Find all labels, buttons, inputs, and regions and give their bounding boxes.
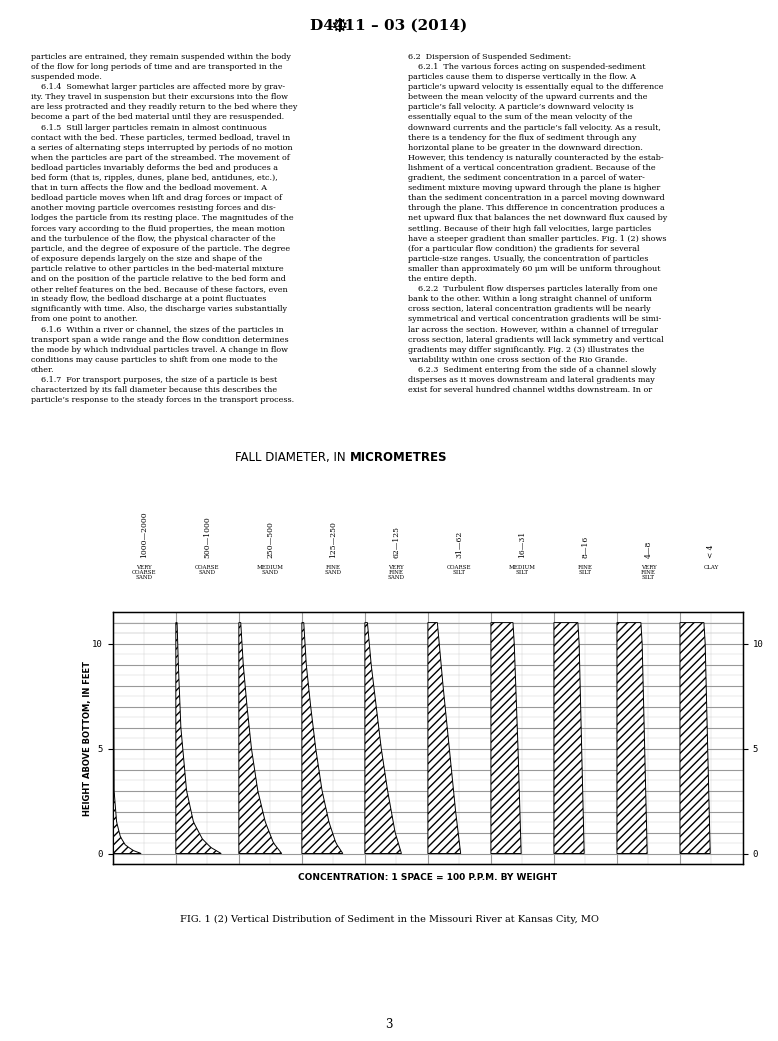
Text: 62—125: 62—125 (392, 526, 401, 558)
Text: VERY
COARSE
SAND: VERY COARSE SAND (132, 564, 156, 581)
Text: HEIGHT ABOVE BOTTOM, IN FEET: HEIGHT ABOVE BOTTOM, IN FEET (83, 661, 92, 815)
Text: VERY
FINE
SILT: VERY FINE SILT (640, 564, 657, 581)
Text: CONCENTRATION: 1 SPACE = 100 P.P.M. BY WEIGHT: CONCENTRATION: 1 SPACE = 100 P.P.M. BY W… (298, 872, 558, 882)
Polygon shape (365, 623, 401, 854)
Polygon shape (617, 623, 647, 854)
Text: COARSE
SAND: COARSE SAND (195, 564, 219, 575)
Text: ⚙: ⚙ (330, 17, 347, 35)
Text: < 4: < 4 (707, 544, 716, 558)
Polygon shape (113, 623, 141, 854)
Polygon shape (302, 623, 343, 854)
Polygon shape (239, 623, 282, 854)
Text: 8—16: 8—16 (581, 535, 590, 558)
Text: particles are entrained, they remain suspended within the body
of the flow for l: particles are entrained, they remain sus… (31, 53, 297, 404)
Text: 4—8: 4—8 (644, 540, 653, 558)
Text: FALL DIAMETER, IN: FALL DIAMETER, IN (236, 451, 350, 464)
Text: 250—500: 250—500 (266, 520, 275, 558)
Polygon shape (176, 623, 221, 854)
Text: 16—31: 16—31 (518, 531, 527, 558)
Text: MICROMETRES: MICROMETRES (350, 451, 447, 464)
Text: VERY
FINE
SAND: VERY FINE SAND (387, 564, 405, 581)
Text: D4411 – 03 (2014): D4411 – 03 (2014) (310, 19, 468, 33)
Text: MEDIUM
SAND: MEDIUM SAND (257, 564, 284, 575)
Text: 500—1000: 500—1000 (203, 516, 212, 558)
Text: MEDIUM
SILT: MEDIUM SILT (509, 564, 536, 575)
Text: FINE
SILT: FINE SILT (578, 564, 593, 575)
Text: 31—62: 31—62 (455, 531, 464, 558)
Text: 1000—2000: 1000—2000 (140, 511, 149, 558)
Polygon shape (680, 623, 710, 854)
Text: 3: 3 (385, 1018, 393, 1031)
Text: 125—250: 125—250 (329, 520, 338, 558)
Text: CLAY: CLAY (704, 564, 719, 569)
Polygon shape (428, 623, 461, 854)
Text: COARSE
SILT: COARSE SILT (447, 564, 471, 575)
Text: FINE
SAND: FINE SAND (324, 564, 342, 575)
Polygon shape (554, 623, 584, 854)
Polygon shape (491, 623, 521, 854)
Text: 6.2  Dispersion of Suspended Sediment:
    6.2.1  The various forces acting on s: 6.2 Dispersion of Suspended Sediment: 6.… (408, 53, 668, 395)
Text: FIG. 1 (2) Vertical Distribution of Sediment in the Missouri River at Kansas Cit: FIG. 1 (2) Vertical Distribution of Sedi… (180, 915, 598, 923)
